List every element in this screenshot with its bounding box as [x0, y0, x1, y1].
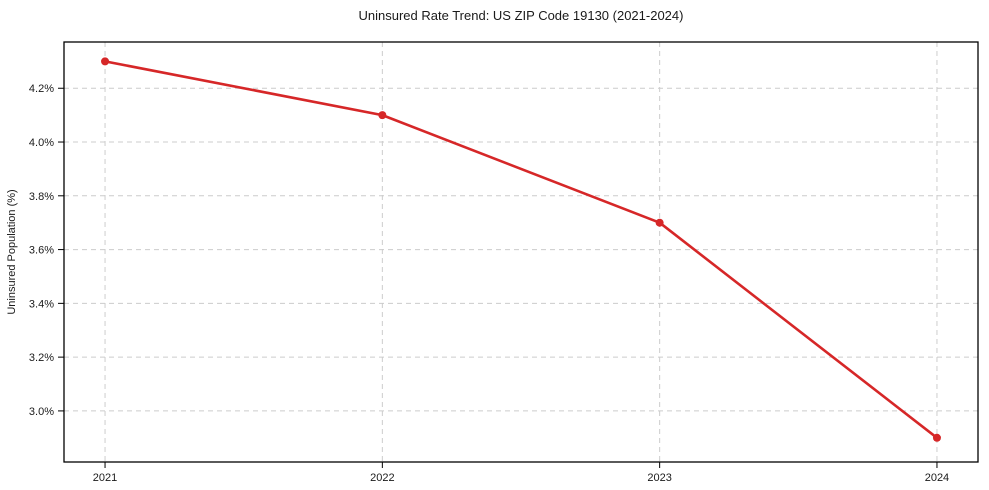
x-tick-label: 2023 — [647, 472, 671, 484]
y-axis-label: Uninsured Population (%) — [6, 189, 18, 314]
y-tick-label: 3.6% — [29, 245, 54, 257]
y-tick-label: 3.0% — [29, 406, 54, 418]
x-tick-label: 2021 — [93, 472, 117, 484]
y-tick-label: 3.8% — [29, 191, 54, 203]
data-point-2023 — [655, 218, 664, 227]
y-tick-label: 3.2% — [29, 352, 54, 364]
plot-area: 3.0% 3.2% 3.4% 3.6% 3.8% 4.0% 4.2% 2021 2022 2023… — [29, 41, 979, 484]
x-tick-label: 2024 — [925, 472, 949, 484]
data-point-2022 — [378, 111, 387, 120]
chart-title: Uninsured Rate Trend: US ZIP Code 19130 … — [359, 8, 684, 23]
data-point-2021 — [101, 57, 110, 66]
plot-frame — [63, 41, 979, 463]
y-tick-label: 3.4% — [29, 298, 54, 310]
trend-line — [103, 60, 939, 440]
x-tick-label: 2022 — [370, 472, 394, 484]
y-tick-label: 4.2% — [29, 83, 54, 95]
y-tick-label: 4.0% — [29, 137, 54, 149]
data-point-2024 — [932, 433, 941, 442]
